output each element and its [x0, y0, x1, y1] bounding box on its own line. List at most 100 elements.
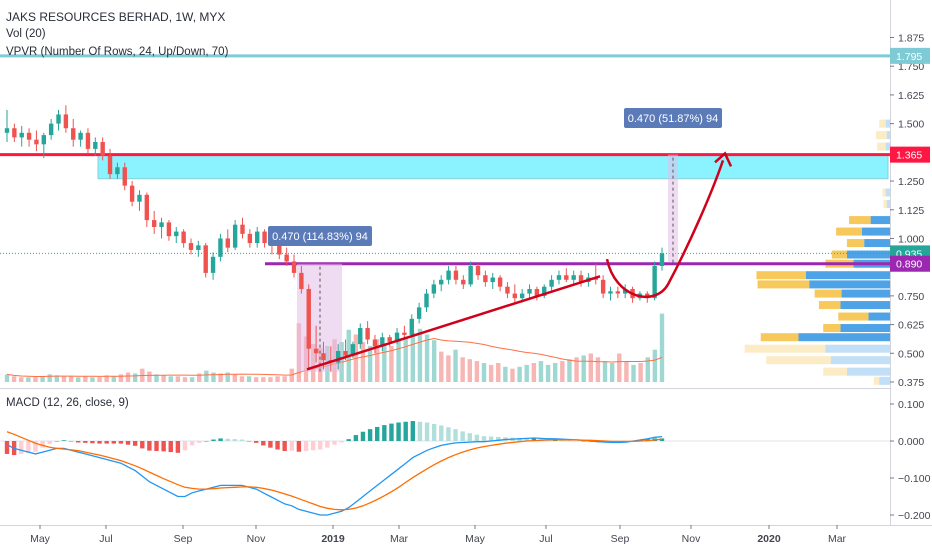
- candle-body: [380, 337, 385, 347]
- candle-body: [166, 222, 172, 237]
- volume-bar: [90, 377, 95, 382]
- macd-histogram-bar: [47, 441, 52, 444]
- candle-body: [519, 293, 525, 299]
- vpvr-down-bar: [838, 312, 869, 321]
- macd-histogram-bar: [346, 439, 351, 441]
- volume-bar: [189, 377, 195, 382]
- volume-bar: [417, 328, 423, 382]
- candle-body: [652, 266, 657, 299]
- volume-bar: [197, 373, 202, 382]
- volume-bar: [574, 357, 579, 382]
- volume-bar: [496, 363, 501, 382]
- candle-body: [100, 141, 105, 156]
- price-tick-label: 0.500: [898, 348, 924, 360]
- candle-body: [358, 328, 363, 345]
- vpvr-up-bar: [885, 119, 890, 128]
- candle-body: [564, 275, 569, 280]
- candle-body: [372, 339, 378, 347]
- candle-body: [107, 155, 113, 175]
- macd-histogram-bar: [253, 441, 259, 443]
- vpvr-down-bar: [760, 333, 799, 342]
- candle-body: [512, 293, 518, 299]
- volume-bar: [367, 345, 373, 382]
- macd-histogram-bar: [439, 425, 444, 441]
- macd-histogram-bar: [481, 436, 487, 441]
- candle-body: [63, 114, 69, 129]
- volume-bar: [545, 364, 551, 382]
- candle-body: [490, 277, 495, 283]
- volume-bar: [624, 361, 629, 382]
- price-tick-label: 1.250: [898, 176, 924, 188]
- macd-histogram-bar: [218, 438, 223, 441]
- candle-body: [600, 279, 606, 294]
- volume-bar: [581, 355, 586, 382]
- time-tick-label: 2020: [757, 533, 781, 545]
- vpvr-down-bar: [823, 367, 847, 376]
- candle-body: [424, 293, 429, 308]
- macd-histogram-bar: [467, 433, 472, 441]
- resistance-zone: [97, 154, 889, 180]
- candle-body: [240, 224, 245, 234]
- volume-bar: [132, 373, 138, 382]
- vpvr-down-bar: [879, 119, 886, 128]
- candle-body: [335, 350, 341, 363]
- vpvr-down-bar: [757, 280, 810, 289]
- volume-bar: [375, 339, 380, 382]
- macd-histogram-bar: [189, 441, 195, 446]
- volume-bar: [481, 363, 487, 382]
- candle-body: [71, 128, 76, 140]
- volume-bar: [446, 355, 451, 382]
- volume-bar: [531, 363, 537, 382]
- vpvr-down-bar: [849, 216, 871, 225]
- macd-histogram-bar: [268, 441, 273, 448]
- volume-bar: [588, 353, 594, 382]
- volume-bar: [97, 377, 102, 382]
- volume-bar: [538, 361, 544, 382]
- volume-bar: [282, 376, 287, 382]
- time-tick-label: Mar: [828, 533, 847, 545]
- volume-bar: [382, 344, 387, 382]
- macd-histogram-bar: [389, 423, 394, 441]
- macd-histogram-bar: [332, 441, 337, 445]
- volume-bar: [275, 376, 280, 382]
- macd-histogram-bar: [26, 441, 31, 453]
- volume-bar: [4, 374, 10, 382]
- candle-body: [247, 233, 253, 244]
- time-tick-label: Mar: [390, 533, 409, 545]
- volume-bar: [396, 338, 401, 382]
- candle-body: [210, 256, 216, 273]
- macd-histogram-bar: [90, 441, 95, 444]
- macd-histogram-bar: [97, 441, 102, 444]
- vpvr-down-bar: [766, 356, 831, 365]
- macd-histogram-bar: [424, 422, 430, 441]
- vpvr-down-bar: [823, 324, 841, 333]
- volume-bar: [168, 376, 173, 382]
- candle-body: [365, 328, 370, 340]
- volume-bar: [389, 345, 394, 382]
- candle-body: [48, 123, 54, 136]
- macd-histogram-bar: [318, 441, 323, 450]
- vpvr-down-bar: [818, 301, 841, 310]
- signal-line: [6, 431, 663, 511]
- vpvr-up-bar: [809, 280, 890, 289]
- candle-body: [277, 245, 282, 255]
- candle-body: [431, 284, 437, 294]
- candle-body: [122, 167, 127, 186]
- measure-label-1: 0.470 (114.83%) 94: [272, 231, 368, 243]
- trendline: [306, 275, 601, 371]
- macd-histogram-bar: [375, 426, 380, 441]
- candle-body: [26, 132, 32, 140]
- candle-body: [468, 266, 473, 285]
- candle-body: [556, 275, 562, 280]
- candle-body: [461, 279, 466, 285]
- volume-bar: [424, 334, 430, 382]
- time-tick-label: Jul: [99, 533, 112, 545]
- time-tick-label: Jul: [539, 533, 552, 545]
- macd-tick-label: 0.000: [898, 436, 924, 448]
- macd-histogram-bar: [33, 441, 38, 452]
- macd-histogram-bar: [517, 438, 522, 441]
- volume-bar: [75, 377, 81, 382]
- candle-body: [4, 128, 10, 133]
- time-tick-label: May: [30, 533, 51, 545]
- macd-histogram-bar: [104, 441, 109, 444]
